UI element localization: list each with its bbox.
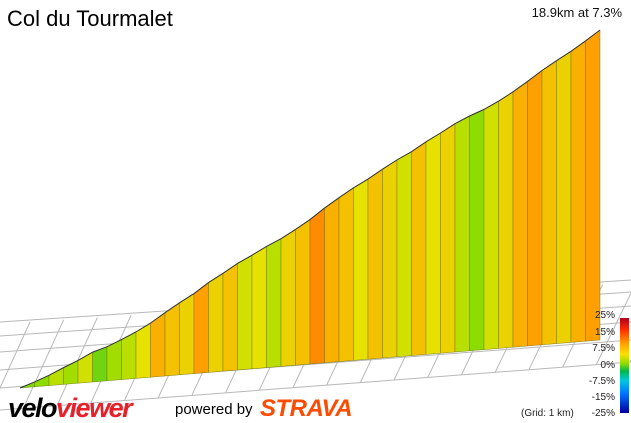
profile-segment (469, 109, 485, 352)
profile-segment (483, 100, 499, 350)
climb-summary: 18.9km at 7.3% (531, 5, 622, 20)
profile-segment (237, 254, 253, 371)
profile-segment (266, 238, 282, 368)
profile-segment (135, 322, 151, 379)
strava-logo[interactable]: STRAVA (260, 395, 353, 422)
profile-segment (48, 367, 64, 386)
legend-tick: -25% (591, 408, 615, 419)
profile-segment (92, 346, 108, 383)
gradient-colorbar (620, 318, 629, 413)
profile-segment (396, 151, 412, 358)
profile-top-edge (19, 29, 601, 389)
grid-line (0, 361, 631, 411)
profile-segment (425, 132, 441, 355)
profile-segment (440, 123, 456, 354)
grid-line (595, 292, 631, 365)
profile-segment (324, 197, 340, 364)
profile-segment (382, 159, 398, 359)
legend-tick: 15% (594, 327, 615, 338)
profile-segment (585, 29, 601, 342)
profile-segment (309, 207, 325, 365)
profile-segment (367, 168, 383, 360)
profile-segment (280, 229, 296, 367)
profile-segment (527, 70, 543, 347)
profile-segment (251, 246, 267, 370)
grid-line (23, 319, 65, 408)
profile-segment (353, 178, 369, 361)
profile-segments (19, 29, 601, 389)
legend-tick: 0% (600, 360, 615, 371)
profile-segment (556, 50, 572, 344)
grid-note: (Grid: 1 km) (521, 408, 574, 419)
profile-segment (411, 141, 427, 356)
veloviewer-logo[interactable]: veloviewer (8, 393, 133, 423)
profile-segment (208, 272, 224, 373)
profile-segment (295, 219, 311, 366)
legend-tick: -15% (591, 392, 615, 403)
profile-segment (121, 331, 137, 380)
profile-segment (179, 293, 195, 376)
legend-tick: 7.5% (592, 343, 615, 354)
grid-line (0, 321, 31, 390)
profile-segment (193, 282, 209, 374)
profile-segment (454, 115, 470, 353)
chart-title: Col du Tourmalet (7, 6, 173, 31)
profile-segment (150, 312, 166, 378)
profile-segment (338, 187, 354, 362)
profile-segment (498, 91, 514, 349)
legend-tick: 25% (594, 310, 615, 321)
profile-segment (512, 81, 528, 348)
profile-segment (222, 263, 238, 372)
profile-segment (570, 40, 586, 343)
legend-tick: -7.5% (588, 376, 615, 387)
profile-segment (164, 302, 180, 377)
profile-segment (541, 60, 557, 346)
powered-by-text: powered by (175, 401, 253, 418)
